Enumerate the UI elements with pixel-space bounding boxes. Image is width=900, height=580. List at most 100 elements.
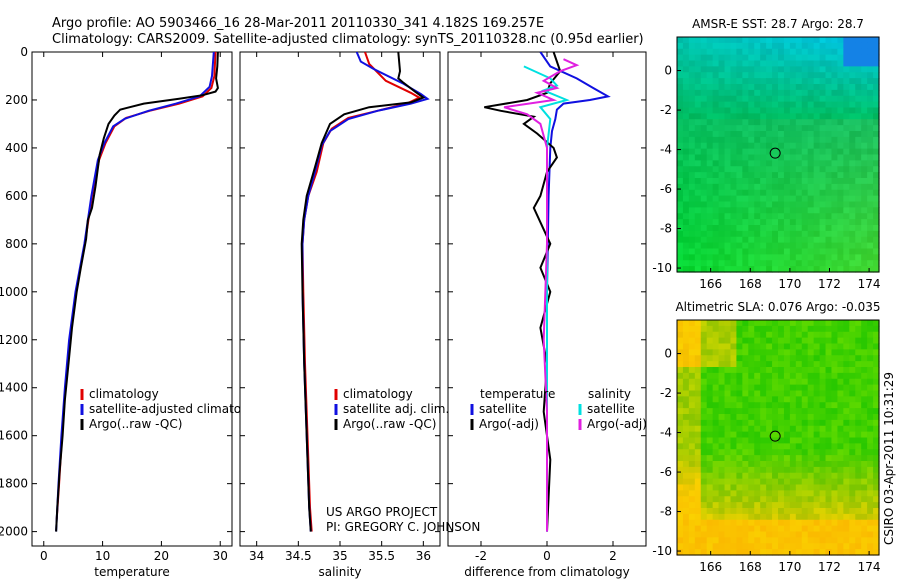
- map-cell: [677, 78, 684, 85]
- map-cell: [867, 195, 874, 203]
- map-cell: [760, 390, 767, 397]
- map-cell: [843, 325, 850, 333]
- map-cell: [813, 443, 821, 450]
- map-cell: [795, 219, 803, 226]
- map-cell: [849, 48, 856, 56]
- map-cell: [855, 449, 862, 456]
- map-cell: [795, 490, 803, 497]
- map-cell: [688, 390, 696, 397]
- map-cell: [736, 219, 743, 226]
- map-cell: [766, 131, 773, 138]
- map-cell: [867, 337, 874, 345]
- map-cell: [700, 490, 708, 497]
- map-cell: [813, 236, 821, 244]
- map-cell: [807, 449, 815, 456]
- map-cell: [760, 142, 767, 150]
- map-cell: [682, 242, 690, 250]
- map-cell: [730, 236, 738, 244]
- map-y-tick-label: 0: [664, 347, 672, 361]
- map-cell: [742, 431, 749, 439]
- map-cell: [813, 189, 821, 197]
- map-cell: [688, 89, 696, 97]
- map-cell: [766, 213, 773, 220]
- map-cell: [789, 172, 797, 179]
- map-cell: [807, 513, 815, 521]
- map-cell: [730, 160, 738, 167]
- map-cell: [718, 260, 726, 267]
- map-cell: [807, 484, 815, 491]
- map-cell: [772, 89, 779, 97]
- map-cell: [807, 248, 815, 255]
- map-cell: [813, 337, 821, 345]
- map-cell: [831, 449, 839, 456]
- map-cell: [736, 484, 743, 491]
- map-cell: [724, 349, 732, 356]
- map-cell: [700, 361, 708, 368]
- map-cell: [855, 490, 862, 497]
- map-cell: [724, 543, 732, 550]
- map-cell: [772, 372, 779, 380]
- map-cell: [754, 525, 761, 533]
- map-cell: [795, 95, 803, 103]
- map-cell: [736, 390, 743, 397]
- map-cell: [736, 154, 743, 161]
- map-cell: [825, 331, 833, 339]
- map-cell: [688, 361, 696, 368]
- map-cell: [718, 343, 726, 350]
- map-cell: [760, 437, 767, 444]
- map-cell: [819, 72, 827, 79]
- map-cell: [677, 195, 684, 203]
- map-cell: [819, 195, 827, 203]
- map-cell: [819, 525, 827, 533]
- map-cell: [760, 236, 767, 244]
- map-cell: [807, 236, 815, 244]
- map-cell: [742, 525, 749, 533]
- map-cell: [677, 537, 684, 544]
- map-cell: [706, 113, 714, 120]
- map-cell: [748, 178, 755, 185]
- map-cell: [730, 72, 738, 79]
- map-cell: [700, 513, 708, 521]
- map-cell: [682, 131, 690, 138]
- map-cell: [819, 414, 827, 421]
- map-cell: [801, 78, 809, 85]
- map-cell: [795, 66, 803, 73]
- map-cell: [807, 525, 815, 533]
- map-cell: [837, 66, 844, 73]
- map-cell: [873, 472, 880, 480]
- map-cell: [855, 331, 862, 339]
- map-cell: [861, 254, 868, 261]
- map-cell: [813, 378, 821, 386]
- map-cell: [730, 189, 738, 197]
- map-cell: [819, 531, 827, 538]
- map-cell: [807, 378, 815, 386]
- map-cell: [873, 449, 880, 456]
- map-cell: [748, 466, 755, 474]
- map-cell: [766, 349, 773, 356]
- map-cell: [825, 148, 833, 156]
- map-cell: [789, 254, 797, 261]
- x-tick-label: 2: [609, 549, 617, 563]
- map-cell: [677, 525, 684, 533]
- map-cell: [837, 101, 844, 109]
- map-cell: [712, 372, 720, 380]
- map-cell: [677, 125, 684, 132]
- map-cell: [712, 230, 720, 238]
- map-cell: [861, 54, 868, 62]
- map-cell: [825, 225, 833, 232]
- map-cell: [789, 166, 797, 173]
- map-cell: [778, 414, 785, 421]
- map-cell: [783, 466, 791, 474]
- map-cell: [825, 89, 833, 97]
- map-cell: [772, 508, 779, 515]
- map-cell: [873, 508, 880, 515]
- map-cell: [837, 125, 844, 132]
- map-cell: [736, 437, 743, 444]
- map-cell: [849, 213, 856, 220]
- map-cell: [724, 113, 732, 120]
- map-cell: [742, 54, 749, 62]
- map-cell: [730, 142, 738, 150]
- x-tick-label: 35: [332, 549, 347, 563]
- map-cell: [795, 320, 803, 327]
